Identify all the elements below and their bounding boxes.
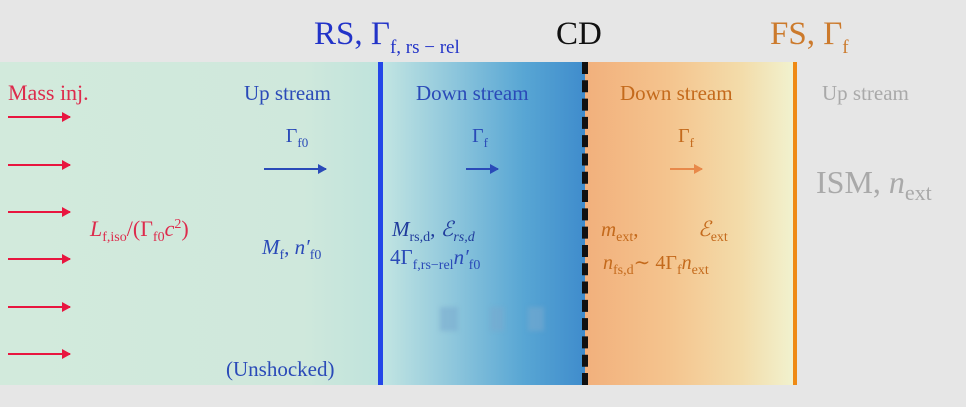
contact-discontinuity-line [582, 62, 588, 385]
reverse-shock-line [378, 62, 383, 385]
fs-density-label: nfs,d∼ 4Γfnext [603, 252, 709, 278]
injection-arrow [8, 112, 71, 122]
rs-downstream-lorentz-factor: Γf [472, 125, 488, 150]
upstream-lorentz-factor: Γf0 [285, 125, 309, 150]
rs-downstream-flow-arrow [466, 164, 499, 174]
unshocked-label: (Unshocked) [226, 357, 335, 381]
fs-energy-label: ℰext [698, 217, 728, 245]
rs-mass-energy-label: Mrs,d, ℰrs,d [392, 217, 475, 245]
ism-density-label: ISM, next [816, 164, 932, 205]
fs-downstream-label: Down stream [620, 81, 733, 105]
forward-shock-header: FS, Γf [770, 16, 849, 58]
upstream-flow-arrow [264, 164, 327, 174]
upstream-mass-density-label: Mf, n′f0 [262, 235, 322, 263]
rs-downstream-label: Down stream [416, 81, 529, 105]
reverse-shocked-region [380, 62, 585, 385]
fs-downstream-lorentz-factor: Γf [678, 125, 694, 150]
luminosity-label: Lf,iso/(Γf0c2) [90, 216, 189, 245]
contact-discontinuity-header: CD [556, 16, 602, 52]
fs-mass-label: mext, [601, 217, 639, 245]
rs-density-label: 4Γf,rs−reln′f0 [390, 245, 481, 273]
injection-arrow [8, 254, 71, 264]
mass-injection-label: Mass inj. [8, 80, 89, 105]
smear-mark [528, 307, 544, 331]
upstream-label: Up stream [244, 81, 331, 105]
ism-upstream-label: Up stream [822, 81, 909, 105]
unshocked-region [0, 62, 380, 385]
reverse-shock-header: RS, Γf, rs − rel [314, 16, 460, 58]
smear-mark [490, 307, 504, 331]
fs-downstream-flow-arrow [670, 164, 703, 174]
injection-arrow [8, 160, 71, 170]
injection-arrow [8, 207, 71, 217]
forward-shocked-region [585, 62, 794, 385]
injection-arrow [8, 349, 71, 359]
smear-mark [440, 307, 458, 331]
injection-arrow [8, 302, 71, 312]
forward-shock-line [793, 62, 797, 385]
